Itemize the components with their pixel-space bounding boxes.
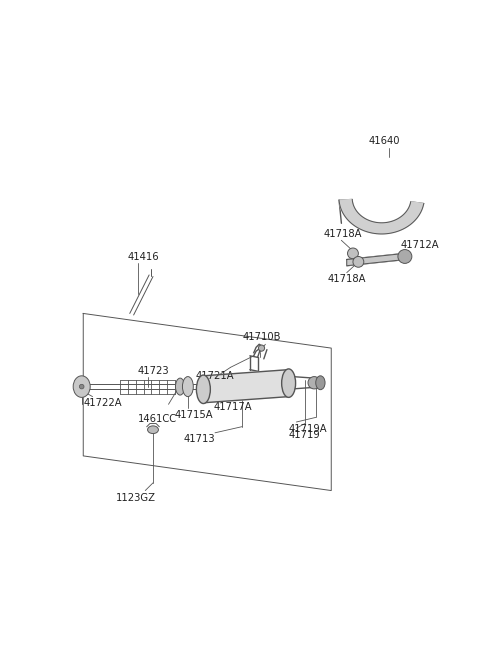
Text: 41718A: 41718A	[327, 274, 366, 284]
Text: 41722A: 41722A	[83, 398, 122, 408]
Ellipse shape	[147, 426, 158, 434]
Ellipse shape	[176, 378, 185, 395]
Text: 41710B: 41710B	[242, 332, 281, 342]
Text: 41713: 41713	[184, 434, 216, 444]
Polygon shape	[339, 200, 424, 234]
Text: 41723: 41723	[137, 366, 169, 376]
Ellipse shape	[282, 369, 296, 398]
Ellipse shape	[353, 257, 364, 267]
Text: 41717A: 41717A	[214, 402, 252, 412]
Polygon shape	[347, 253, 405, 266]
Ellipse shape	[308, 377, 321, 389]
Text: 41719A: 41719A	[288, 424, 327, 434]
Text: 1123GZ: 1123GZ	[116, 493, 156, 503]
Ellipse shape	[348, 248, 359, 259]
Ellipse shape	[398, 250, 412, 263]
Text: 41718A: 41718A	[324, 229, 362, 239]
Text: 41721A: 41721A	[196, 371, 234, 381]
Ellipse shape	[258, 345, 264, 351]
Ellipse shape	[196, 375, 210, 403]
Polygon shape	[204, 369, 288, 403]
Text: 1461CC: 1461CC	[137, 413, 177, 424]
Text: 41640: 41640	[369, 136, 400, 146]
Text: 41416: 41416	[127, 252, 159, 262]
Text: 41715A: 41715A	[175, 409, 213, 420]
Text: 41719: 41719	[288, 430, 320, 440]
Ellipse shape	[316, 376, 325, 390]
Ellipse shape	[73, 376, 90, 398]
Ellipse shape	[79, 384, 84, 389]
Text: 41712A: 41712A	[401, 240, 440, 250]
Ellipse shape	[182, 377, 193, 397]
